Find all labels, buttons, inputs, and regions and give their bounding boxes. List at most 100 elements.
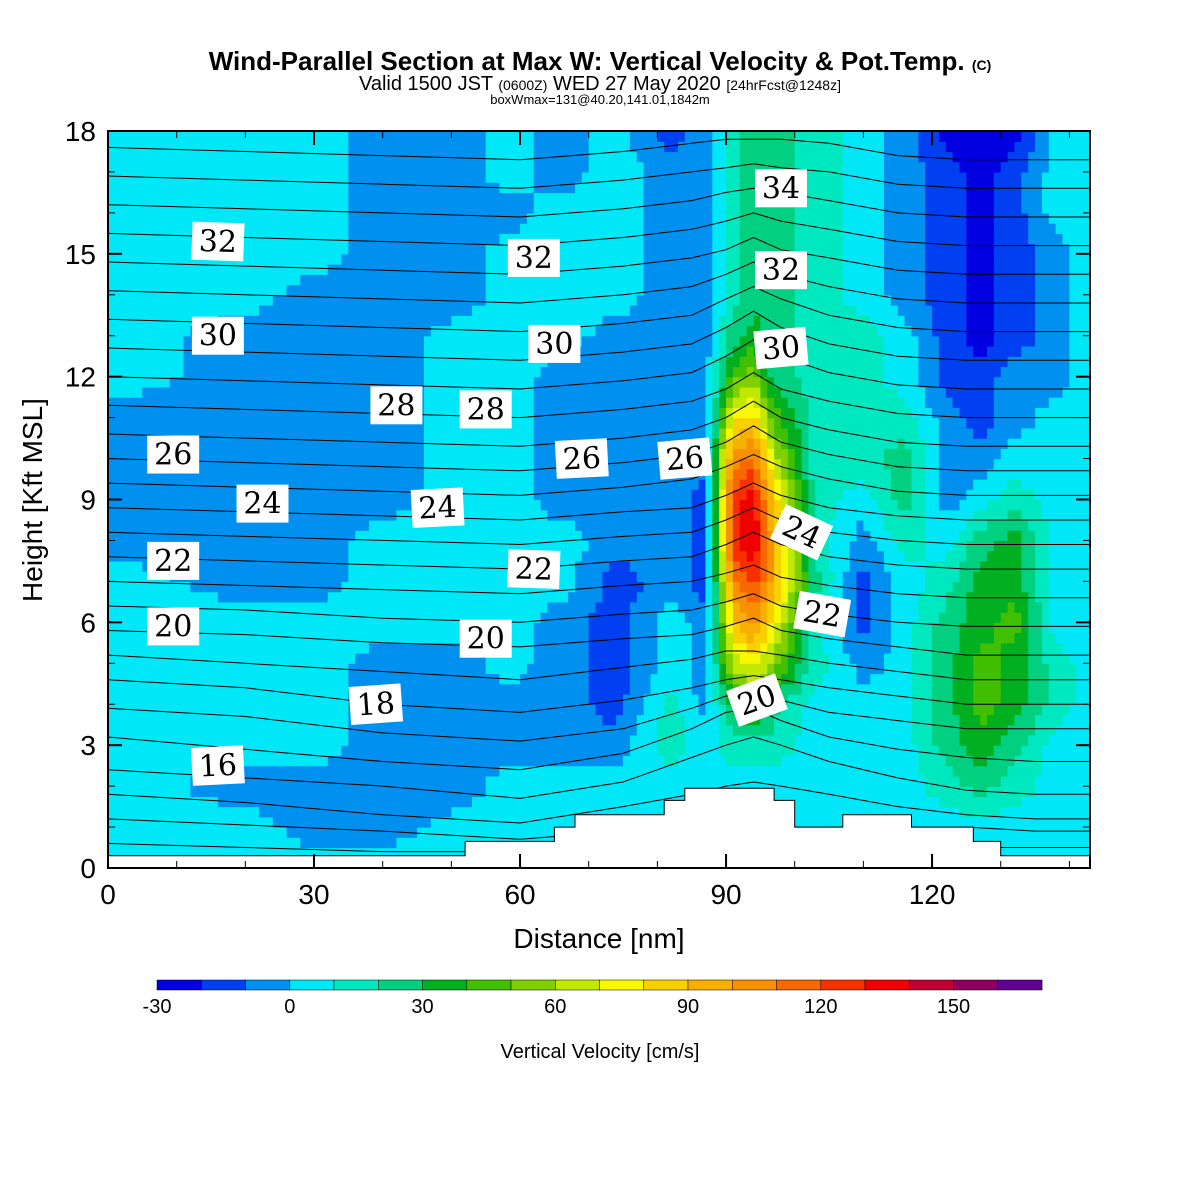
w-cell <box>430 345 439 357</box>
w-cell <box>540 305 549 316</box>
w-cell <box>114 642 123 654</box>
w-cell <box>348 253 356 265</box>
w-cell <box>499 653 507 664</box>
w-cell <box>320 141 329 153</box>
w-cell <box>430 847 439 859</box>
w-cell <box>162 499 171 511</box>
w-cell <box>142 571 150 582</box>
w-cell <box>375 345 384 357</box>
w-cell <box>286 171 295 183</box>
w-cell <box>389 161 398 173</box>
w-cell <box>307 755 315 767</box>
w-cell <box>362 837 370 849</box>
w-cell <box>423 796 432 808</box>
w-cell <box>108 612 116 623</box>
w-cell <box>217 693 226 705</box>
w-cell <box>334 632 343 644</box>
w-cell <box>568 714 576 726</box>
w-cell <box>327 683 336 695</box>
w-cell <box>320 847 329 859</box>
w-cell <box>238 724 246 736</box>
w-cell <box>211 264 219 275</box>
w-cell <box>533 663 542 675</box>
w-cell <box>135 243 143 255</box>
w-cell <box>341 622 349 634</box>
w-cell <box>286 294 295 306</box>
w-cell <box>389 274 398 286</box>
w-cell <box>252 182 260 194</box>
w-cell <box>204 837 212 849</box>
w-cell <box>211 806 219 818</box>
w-cell <box>568 284 576 296</box>
w-cell <box>341 612 349 623</box>
w-cell <box>259 397 267 408</box>
w-cell <box>142 376 150 388</box>
w-cell <box>396 479 404 490</box>
w-cell <box>451 786 459 797</box>
w-cell <box>341 212 349 224</box>
w-cell <box>341 806 349 818</box>
w-cell <box>108 141 116 153</box>
w-cell <box>554 755 562 767</box>
w-cell <box>478 571 487 582</box>
w-cell <box>224 571 233 582</box>
w-cell <box>286 315 295 327</box>
w-cell <box>423 530 432 542</box>
w-cell <box>197 847 205 859</box>
w-cell <box>389 182 398 194</box>
w-cell <box>368 489 377 501</box>
w-cell <box>327 827 336 838</box>
w-cell <box>568 796 576 808</box>
w-cell <box>142 305 150 316</box>
w-cell <box>410 786 418 797</box>
w-cell <box>121 775 130 787</box>
w-cell <box>128 796 137 808</box>
w-cell <box>149 509 157 521</box>
w-cell <box>368 816 377 828</box>
w-cell <box>265 560 274 572</box>
w-cell <box>142 786 150 797</box>
w-cell <box>314 397 322 408</box>
w-cell <box>183 786 192 797</box>
w-cell <box>108 847 116 859</box>
w-cell <box>265 786 274 797</box>
w-cell <box>355 499 363 511</box>
w-cell <box>142 622 150 634</box>
w-cell <box>149 223 157 234</box>
w-cell <box>574 386 583 398</box>
w-cell <box>561 571 569 582</box>
w-cell <box>204 734 212 746</box>
w-cell <box>444 274 452 286</box>
w-cell <box>183 161 192 173</box>
w-cell <box>478 264 487 275</box>
w-cell <box>327 714 336 726</box>
w-cell <box>533 386 542 398</box>
w-cell <box>162 581 171 593</box>
w-cell <box>403 632 411 644</box>
w-cell <box>437 192 446 204</box>
w-cell <box>355 274 363 286</box>
w-cell <box>327 499 336 511</box>
w-cell <box>334 438 343 449</box>
w-cell <box>554 816 562 828</box>
w-cell <box>403 253 411 265</box>
w-cell <box>162 366 171 378</box>
w-cell <box>327 745 336 757</box>
w-cell <box>568 223 576 234</box>
w-cell <box>410 233 418 245</box>
w-cell <box>279 622 288 634</box>
w-cell <box>533 212 542 224</box>
w-cell <box>334 519 343 531</box>
w-cell <box>108 632 116 644</box>
w-cell <box>375 550 384 562</box>
w-cell <box>368 171 377 183</box>
w-cell <box>458 683 466 695</box>
w-cell <box>533 499 542 511</box>
w-cell <box>526 519 535 531</box>
w-cell <box>279 806 288 818</box>
w-cell <box>368 663 377 675</box>
w-cell <box>437 345 446 357</box>
w-cell <box>197 468 205 480</box>
w-cell <box>238 673 246 685</box>
w-cell <box>492 509 501 521</box>
